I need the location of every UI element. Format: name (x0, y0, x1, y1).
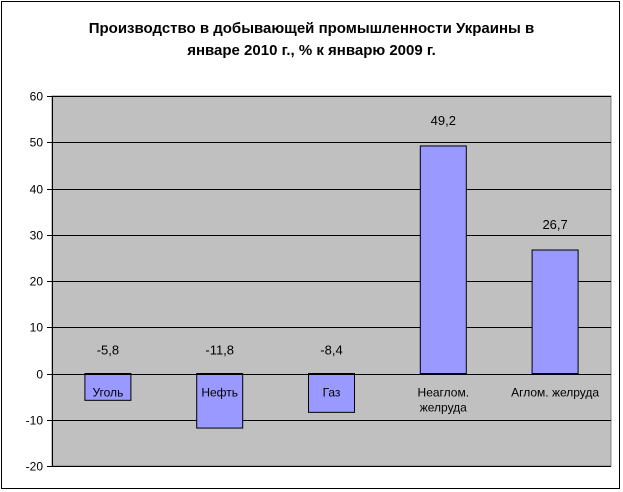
y-tick-label: 60 (30, 90, 44, 104)
category-label: желруда (420, 401, 467, 415)
data-label: 26,7 (542, 217, 567, 232)
data-label: -11,8 (205, 343, 234, 358)
chart-title-line-2: январе 2010 г., % к январю 2009 г. (187, 42, 436, 59)
y-tick-label: -20 (26, 460, 44, 474)
data-label: -5,8 (97, 343, 119, 358)
category-label: Аглом. желруда (511, 386, 599, 400)
category-label: Неаглом. (418, 386, 470, 400)
bar (84, 373, 132, 401)
category-label: Нефть (201, 386, 238, 400)
chart-title: Производство в добывающей промышленности… (2, 18, 621, 62)
bar (531, 249, 579, 374)
data-label: -8,4 (320, 343, 342, 358)
y-tick-label: 40 (30, 183, 44, 197)
bar (419, 145, 467, 374)
y-tick-label: 20 (30, 275, 44, 289)
chart-title-line-1: Производство в добывающей промышленности… (88, 20, 535, 37)
y-tick-label: 10 (30, 321, 44, 335)
category-label: Газ (323, 386, 341, 400)
bar (308, 373, 355, 413)
y-tick-label: 30 (30, 229, 44, 243)
y-tick-label: 0 (36, 368, 43, 382)
y-tick-label: -10 (26, 414, 44, 428)
data-label: 49,2 (431, 113, 456, 128)
y-tick-label: 50 (30, 136, 44, 150)
bar (196, 373, 244, 429)
category-label: Уголь (92, 386, 123, 400)
